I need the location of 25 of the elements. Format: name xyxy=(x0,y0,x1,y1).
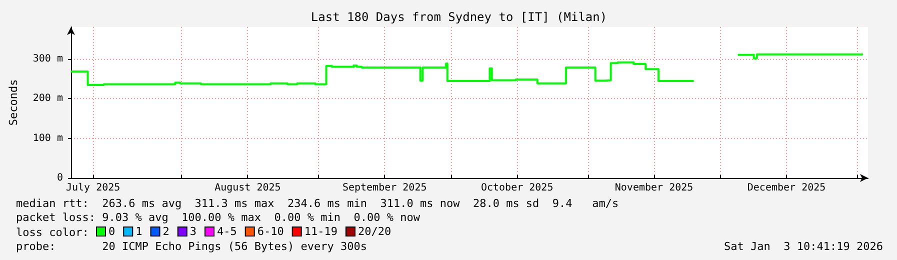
x-tick-label: November 2025 xyxy=(614,182,694,194)
legend-title: loss color: xyxy=(16,226,89,239)
y-tick-label: 0 xyxy=(56,172,63,184)
text: packet loss: 9.03 % avg 100.00 % max 0.00 % min 0.00 % now xyxy=(16,211,420,224)
legend-label: 4-5 xyxy=(216,225,237,238)
legend-label: 0 xyxy=(108,225,116,238)
y-tick-label: 200 m xyxy=(32,93,63,104)
x-tick-label: July 2025 xyxy=(66,182,120,194)
text: median rtt: 263.6 ms avg 311.3 ms max 234.6 ms min 311.0 ms now 28.0 ms sd 9.4 am/s xyxy=(16,197,619,210)
x-tick-label: October 2025 xyxy=(480,182,554,194)
legend-label: 3 xyxy=(190,225,196,238)
legend-label: 11-19 xyxy=(304,225,338,238)
text: Sat Jan 3 10:41:19 2026 xyxy=(724,240,883,253)
legend-label: 6-10 xyxy=(257,225,284,238)
y-axis-title: Seconds xyxy=(7,79,20,126)
x-tick-label: December 2025 xyxy=(747,182,826,194)
chart-title: Last 180 Days from Sydney to [IT] (Milan) xyxy=(310,10,608,24)
y-tick-label: 300 m xyxy=(32,53,63,64)
x-tick-label: August 2025 xyxy=(214,182,281,194)
text: probe: 20 ICMP Echo Pings (56 Bytes) every 300s xyxy=(16,240,367,253)
y-tick-label: 100 m xyxy=(32,132,63,144)
x-tick-label: September 2025 xyxy=(342,182,427,194)
legend-label: 2 xyxy=(162,225,170,238)
legend-label: 20/20 xyxy=(358,225,392,238)
legend-label: 1 xyxy=(136,225,142,238)
